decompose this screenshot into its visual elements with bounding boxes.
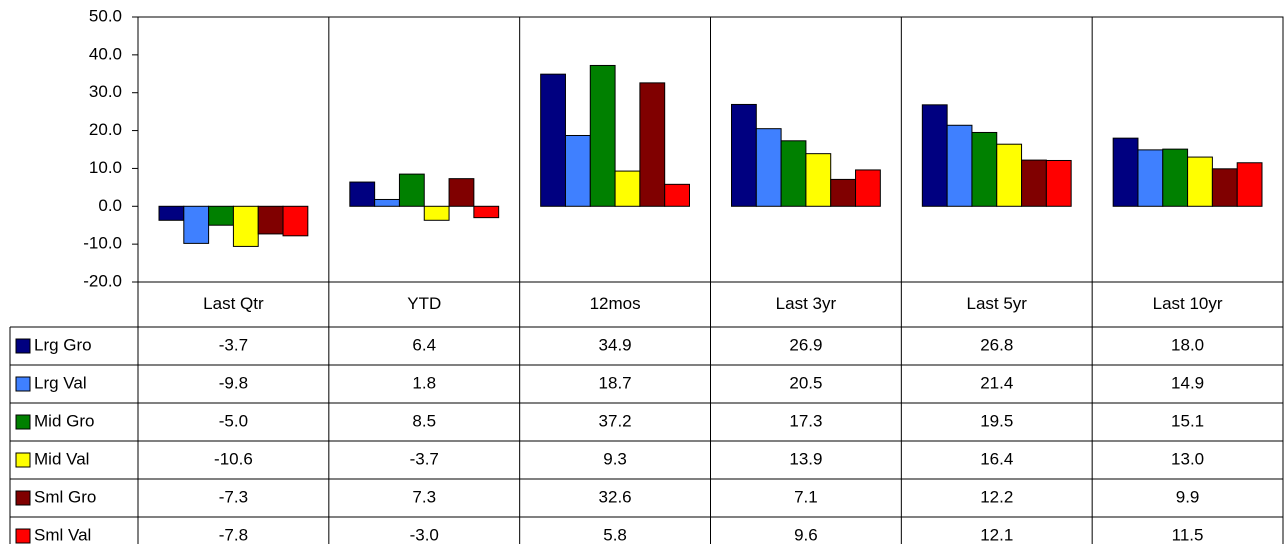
bar bbox=[423, 205, 450, 221]
y-tick-label: -20.0 bbox=[83, 271, 122, 290]
bar bbox=[614, 170, 641, 207]
bar bbox=[1162, 148, 1189, 207]
table-cell: 18.0 bbox=[1171, 335, 1204, 354]
legend-key bbox=[15, 452, 31, 468]
bar bbox=[208, 205, 234, 226]
bar bbox=[232, 205, 259, 247]
table-cell: 26.8 bbox=[980, 335, 1013, 354]
y-tick-label: -10.0 bbox=[83, 234, 122, 253]
legend-key bbox=[15, 376, 31, 392]
bar bbox=[731, 103, 757, 207]
table-cell: 14.9 bbox=[1171, 373, 1204, 392]
bar bbox=[946, 124, 973, 207]
table-cell: -5.0 bbox=[219, 411, 248, 430]
table-cell: 11.5 bbox=[1172, 525, 1204, 544]
table-cell: 17.3 bbox=[789, 411, 822, 430]
legend-key bbox=[15, 528, 31, 544]
bar bbox=[1045, 159, 1072, 207]
bar bbox=[780, 140, 807, 207]
bar bbox=[1236, 162, 1263, 207]
bar bbox=[1112, 137, 1139, 207]
bar bbox=[755, 128, 782, 207]
bar bbox=[282, 205, 309, 237]
table-cell: 5.8 bbox=[603, 525, 627, 544]
legend-key bbox=[15, 338, 31, 354]
table-cell: 37.2 bbox=[599, 411, 632, 430]
table-cell: 7.3 bbox=[412, 487, 436, 506]
x-tick-label: YTD bbox=[407, 294, 441, 313]
y-tick-label: 20.0 bbox=[89, 120, 122, 139]
bar bbox=[805, 153, 832, 207]
bar bbox=[448, 178, 475, 207]
bar bbox=[589, 64, 616, 207]
x-tick-label: Last 10yr bbox=[1153, 294, 1223, 313]
bar bbox=[1021, 159, 1047, 207]
table-cell: 9.3 bbox=[603, 449, 627, 468]
bar bbox=[639, 82, 666, 207]
legend-label: Sml Gro bbox=[34, 487, 96, 506]
table-cell: 9.6 bbox=[794, 525, 818, 544]
table-cell: 12.1 bbox=[980, 525, 1013, 544]
table-cell: 7.1 bbox=[794, 487, 818, 506]
table-cell: -10.6 bbox=[214, 449, 253, 468]
legend-label: Lrg Val bbox=[34, 373, 87, 392]
table-cell: 19.5 bbox=[980, 411, 1013, 430]
legend-label: Mid Gro bbox=[34, 411, 94, 430]
bar bbox=[158, 205, 185, 221]
table-cell: 26.9 bbox=[789, 335, 822, 354]
bar bbox=[996, 143, 1023, 207]
table-cell: 20.5 bbox=[789, 373, 822, 392]
x-tick-label: Last 5yr bbox=[967, 294, 1028, 313]
table-cell: -9.8 bbox=[219, 373, 248, 392]
bar bbox=[349, 181, 376, 207]
bar bbox=[183, 205, 210, 244]
table-cell: 1.8 bbox=[412, 373, 436, 392]
y-tick-label: 40.0 bbox=[89, 44, 122, 63]
table-cell: 8.5 bbox=[412, 411, 436, 430]
y-tick-label: 0.0 bbox=[98, 196, 122, 215]
legend-label: Mid Val bbox=[34, 449, 89, 468]
bar bbox=[855, 169, 881, 207]
bar bbox=[374, 198, 400, 207]
table-cell: -7.3 bbox=[219, 487, 248, 506]
bar bbox=[473, 205, 500, 219]
y-tick-label: 50.0 bbox=[89, 6, 122, 25]
table-cell: -3.7 bbox=[219, 335, 248, 354]
bar bbox=[664, 183, 691, 207]
table-cell: 13.0 bbox=[1171, 449, 1204, 468]
x-tick-label: Last 3yr bbox=[776, 294, 837, 313]
table-cell: -7.8 bbox=[219, 525, 248, 544]
x-tick-label: Last Qtr bbox=[203, 294, 264, 313]
table-cell: 9.9 bbox=[1176, 487, 1200, 506]
bar bbox=[1137, 149, 1164, 207]
table-cell: 34.9 bbox=[599, 335, 632, 354]
legend-label: Lrg Gro bbox=[34, 335, 92, 354]
bar bbox=[1187, 156, 1213, 207]
table-cell: 16.4 bbox=[980, 449, 1013, 468]
bar bbox=[921, 104, 948, 207]
legend-key bbox=[15, 414, 31, 430]
bar bbox=[971, 131, 998, 207]
bar bbox=[540, 73, 566, 207]
bar bbox=[1211, 168, 1238, 207]
y-tick-label: 30.0 bbox=[89, 82, 122, 101]
table-cell: 21.4 bbox=[980, 373, 1013, 392]
table-cell: 15.1 bbox=[1171, 411, 1204, 430]
table-cell: -3.0 bbox=[410, 525, 439, 544]
bar bbox=[830, 178, 857, 207]
table-cell: 12.2 bbox=[980, 487, 1013, 506]
table-cell: -3.7 bbox=[410, 449, 439, 468]
table-cell: 6.4 bbox=[412, 335, 436, 354]
legend-key bbox=[15, 490, 31, 506]
legend-label: Sml Val bbox=[34, 525, 91, 544]
table-cell: 13.9 bbox=[789, 449, 822, 468]
x-tick-label: 12mos bbox=[590, 294, 641, 313]
y-tick-label: 10.0 bbox=[89, 158, 122, 177]
table-cell: 32.6 bbox=[599, 487, 632, 506]
bar bbox=[564, 134, 591, 207]
table-cell: 18.7 bbox=[599, 373, 632, 392]
bar bbox=[398, 173, 425, 207]
bar bbox=[257, 205, 284, 235]
